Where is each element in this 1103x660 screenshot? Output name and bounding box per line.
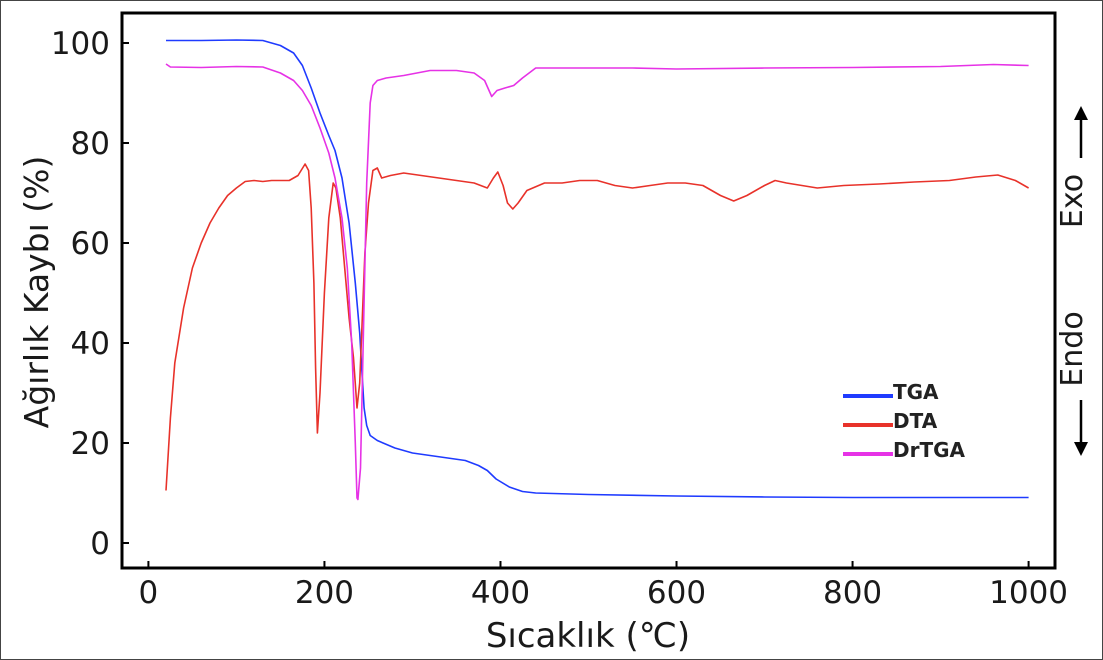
x-tick-label: 800 [823, 575, 882, 611]
legend-label-tga: TGA [893, 380, 939, 404]
y-tick-label: 0 [90, 526, 110, 562]
y-tick-label: 80 [71, 126, 110, 162]
legend-label-drtga: DrTGA [893, 438, 966, 462]
exo-arrow-up-icon [1074, 106, 1088, 120]
y-axis-ticks: 0 20 40 60 80 100 [51, 26, 129, 562]
exo-label: Exo [1055, 174, 1090, 228]
y-tick-label: 100 [51, 26, 110, 62]
x-axis-ticks: 0 200 400 600 800 1000 [139, 561, 1068, 611]
endo-label: Endo [1055, 311, 1090, 386]
legend: TGA DTA DrTGA [843, 380, 966, 462]
y-tick-label: 60 [71, 226, 110, 262]
x-axis-title: Sıcaklık (℃) [486, 616, 690, 656]
y-axis-title: Ağırlık Kaybı (%) [17, 156, 56, 429]
x-tick-label: 600 [647, 575, 706, 611]
exo-endo-annotation: Exo Endo [1055, 106, 1090, 456]
series-line-drtga [165, 63, 1029, 501]
plot-frame [120, 11, 1057, 570]
x-tick-label: 200 [295, 575, 354, 611]
endo-arrow-down-icon [1074, 442, 1088, 456]
y-tick-label: 40 [71, 326, 110, 362]
x-tick-label: 400 [471, 575, 530, 611]
series-line-tga [166, 39, 1029, 499]
x-tick-label: 0 [139, 575, 159, 611]
series-layer [165, 39, 1029, 501]
legend-label-dta: DTA [893, 409, 938, 433]
series-line-dta [165, 163, 1029, 491]
x-tick-label: 1000 [989, 575, 1068, 611]
y-tick-label: 20 [71, 426, 110, 462]
